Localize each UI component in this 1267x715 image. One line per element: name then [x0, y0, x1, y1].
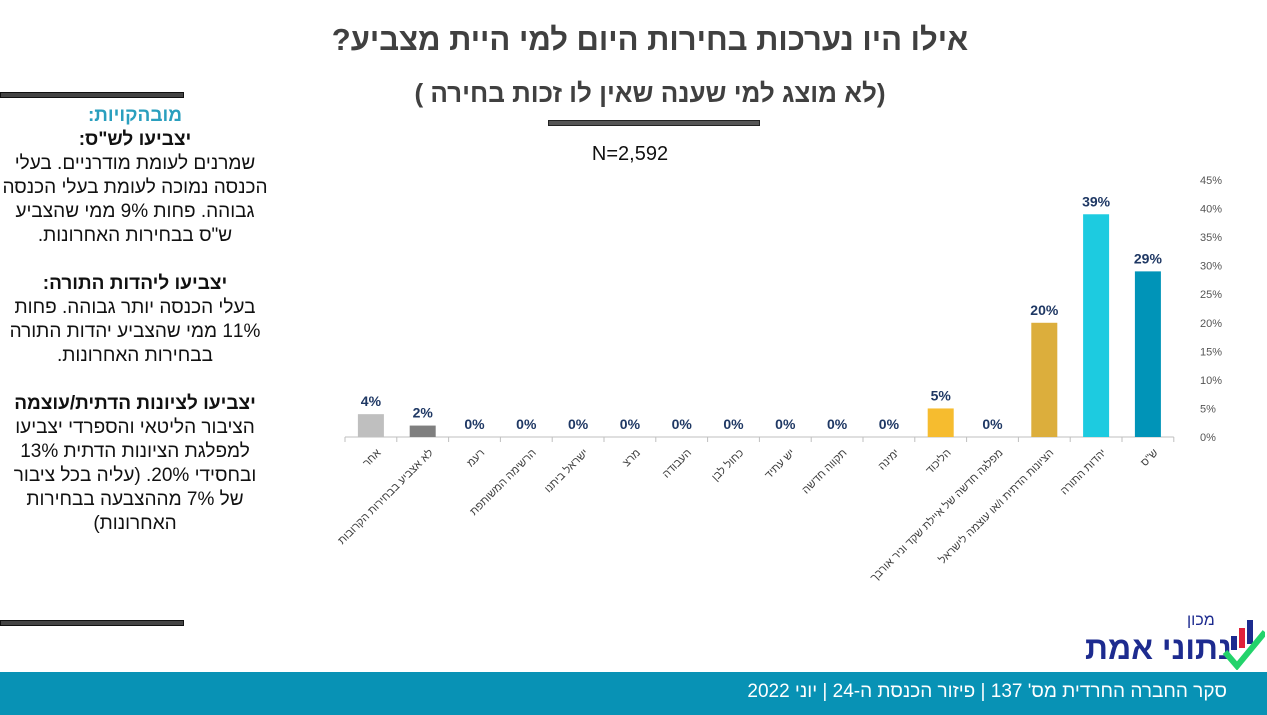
y-tick-label: 0% — [1200, 432, 1216, 444]
logo-check-icon — [1222, 620, 1265, 670]
data-label: 29% — [1134, 250, 1163, 266]
bar — [409, 425, 436, 437]
data-label: 0% — [775, 416, 796, 432]
y-tick-label: 20% — [1200, 318, 1222, 330]
y-tick-label: 15% — [1200, 346, 1222, 358]
bar — [357, 414, 384, 437]
logo-small-text: מכון — [1187, 612, 1215, 629]
data-label: 39% — [1082, 193, 1111, 209]
page-subtitle: (לא מוצג למי שענה שאין לו זכות בחירה ) — [414, 78, 886, 108]
data-label: 0% — [982, 416, 1003, 432]
data-label: 0% — [827, 416, 848, 432]
utj-body: בעלי הכנסה יותר גבוהה. פחות 11% ממי שהצב… — [9, 297, 261, 366]
bar — [1031, 322, 1058, 437]
insights-panel: מובהקויות: יצביעו לש"ס: שמרנים לעומת מוד… — [0, 92, 268, 627]
subtitle-underline — [548, 120, 760, 126]
bar — [927, 408, 954, 437]
insights-heading: מובהקויות: — [87, 105, 183, 126]
y-tick-label: 5% — [1200, 403, 1216, 415]
data-label: 0% — [672, 416, 693, 432]
bar — [1083, 214, 1110, 437]
utj-title: יצביעו ליהדות התורה: — [42, 273, 228, 294]
data-label: 0% — [620, 416, 641, 432]
footer: סקר החברה החרדית מס' 137 | פיזור הכנסת ה… — [0, 672, 1267, 715]
sample-size: N=2,592 — [591, 143, 669, 165]
data-label: 0% — [568, 416, 589, 432]
y-tick-label: 45% — [1200, 175, 1222, 187]
page-title: אילו היו נערכות בחירות היום למי היית מצב… — [331, 22, 969, 57]
divider — [0, 92, 184, 98]
y-tick-label: 40% — [1200, 204, 1222, 216]
data-label: 0% — [723, 416, 744, 432]
bar — [1134, 271, 1161, 437]
shas-body: שמרנים לעומת מודרניים. בעלי הכנסה נמוכה … — [2, 153, 268, 246]
data-label: 0% — [464, 416, 485, 432]
divider — [0, 620, 184, 626]
data-label: 0% — [516, 416, 537, 432]
logo-text: נתוני אמת — [1085, 630, 1232, 666]
data-label: 20% — [1030, 302, 1059, 318]
shas-title: יצביעו לש"ס: — [78, 129, 192, 150]
y-tick-label: 10% — [1200, 375, 1222, 387]
data-label: 0% — [879, 416, 900, 432]
y-tick-label: 30% — [1200, 261, 1222, 273]
y-tick-label: 25% — [1200, 289, 1222, 301]
rz-title: יצביעו לציונות הדתית/עוצמה — [14, 393, 256, 414]
data-label: 4% — [361, 393, 382, 409]
data-label: 5% — [931, 387, 952, 403]
data-label: 2% — [413, 405, 434, 421]
rz-body: הציבור הליטאי והספרדי יצביעו למפלגת הציו… — [13, 417, 257, 534]
y-tick-label: 35% — [1200, 232, 1222, 244]
logo: מכון נתוני אמת — [1085, 612, 1265, 670]
footer-text: סקר החברה החרדית מס' 137 | פיזור הכנסת ה… — [747, 681, 1227, 702]
